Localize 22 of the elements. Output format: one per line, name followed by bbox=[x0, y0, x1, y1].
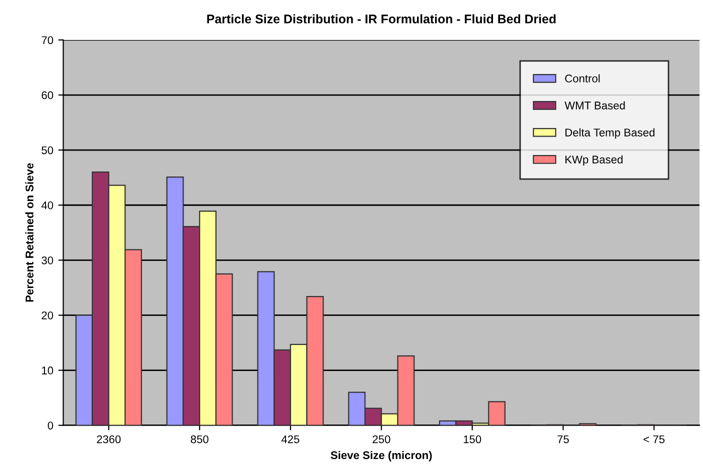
x-tick-label: < 75 bbox=[644, 435, 665, 444]
legend-label: WMT Based bbox=[564, 101, 625, 110]
y-tick-label: 60 bbox=[42, 91, 54, 100]
y-tick-label: 10 bbox=[42, 366, 54, 374]
chart-title: Particle Size Distribution - IR Formulation - Fluid Bed Dried bbox=[207, 14, 556, 24]
x-tick-label: 150 bbox=[464, 435, 482, 444]
legend-label: Control bbox=[565, 74, 600, 82]
legend-label: Delta Temp Based bbox=[565, 128, 654, 139]
y-tick-label: 30 bbox=[42, 256, 54, 264]
x-tick-label: 250 bbox=[372, 435, 390, 444]
y-tick-label: 20 bbox=[42, 312, 54, 320]
x-tick-label: 75 bbox=[558, 435, 569, 444]
x-tick-label: 850 bbox=[190, 435, 208, 444]
x-tick-label: 425 bbox=[281, 435, 300, 444]
legend-label: KWp Based bbox=[565, 155, 623, 166]
y-tick-label: 0 bbox=[48, 422, 54, 430]
y-axis-title: Percent Retained on Sieve bbox=[25, 163, 34, 302]
x-axis-title: Sieve Size (micron) bbox=[330, 450, 432, 462]
y-tick-label: 40 bbox=[41, 201, 54, 210]
y-tick-label: 50 bbox=[42, 146, 54, 154]
x-tick-label: 2360 bbox=[96, 435, 121, 444]
y-tick-label: 70 bbox=[42, 36, 54, 44]
